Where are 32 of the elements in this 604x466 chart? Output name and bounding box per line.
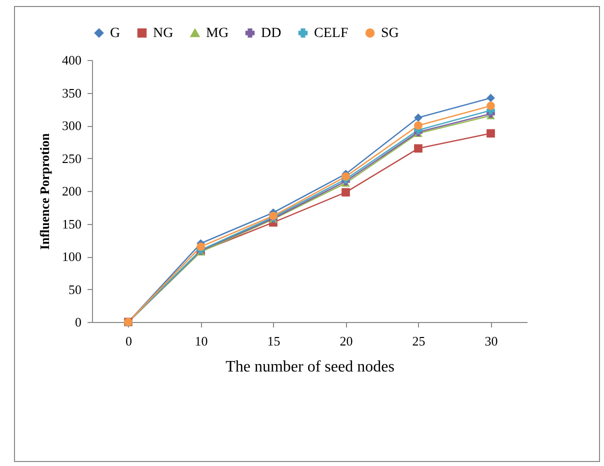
x-axis-title: The number of seed nodes	[226, 358, 394, 376]
point	[486, 129, 495, 138]
x-tick-label: 20	[340, 334, 353, 348]
legend-label: SG	[381, 26, 399, 41]
legend-label: NG	[153, 26, 174, 41]
legend-label: MG	[206, 26, 229, 41]
x-tick-label: 15	[267, 334, 280, 348]
x-tick-label: 10	[194, 334, 208, 348]
y-tick-label: 50	[68, 282, 82, 297]
y-tick-label: 400	[62, 52, 82, 68]
y-tick-label: 200	[62, 184, 82, 198]
x-tick-label: 0	[126, 334, 132, 348]
legend-label: G	[110, 26, 120, 41]
point	[196, 242, 205, 251]
x-tick-label: 30	[484, 334, 498, 348]
point	[414, 121, 422, 130]
legend-label: DD	[261, 26, 282, 41]
y-tick-label: 300	[62, 118, 82, 133]
y-tick-label: 250	[62, 150, 82, 166]
point	[342, 172, 350, 181]
point	[342, 188, 350, 196]
legend-label: CELF	[314, 26, 348, 41]
y-tick-label: 100	[62, 249, 82, 264]
point	[414, 144, 422, 153]
point	[486, 94, 495, 102]
y-tick-label: 350	[62, 85, 82, 100]
x-tick-label: 25	[412, 334, 426, 348]
point	[486, 102, 495, 110]
point	[414, 113, 422, 122]
y-tick-label: 150	[62, 216, 82, 232]
y-axis-title: Influence Porprotion	[37, 132, 52, 250]
y-tick-label: 0	[75, 314, 82, 330]
